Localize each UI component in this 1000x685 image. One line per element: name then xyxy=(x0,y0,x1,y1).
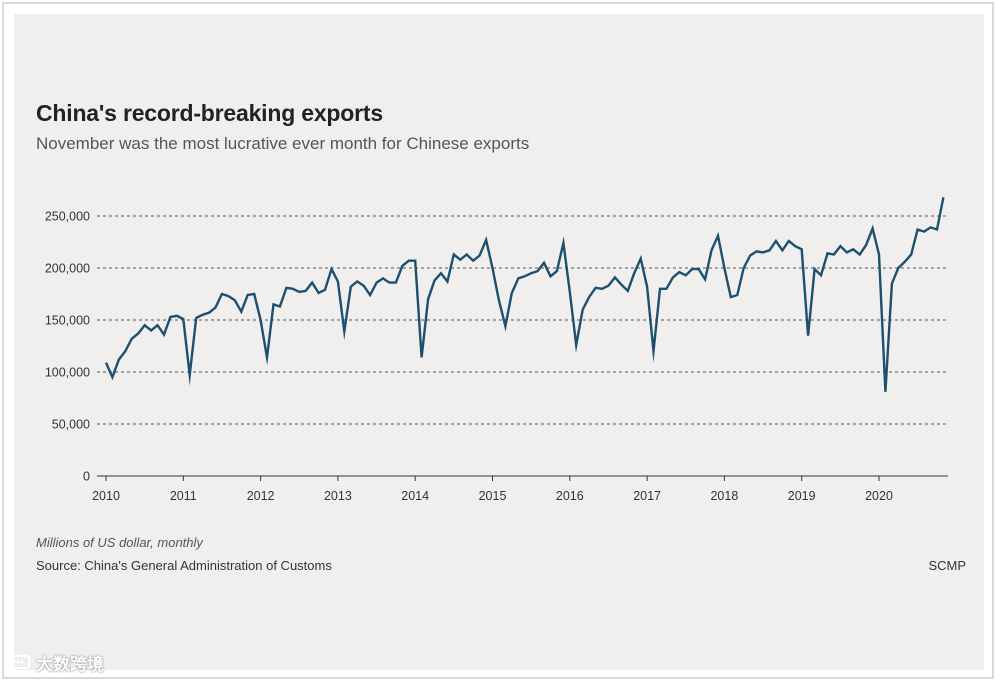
x-tick-label: 2013 xyxy=(324,489,352,503)
watermark-text: 大数跨境 xyxy=(36,655,104,674)
unit-note: Millions of US dollar, monthly xyxy=(36,535,203,550)
x-tick-label: 2020 xyxy=(865,489,893,503)
x-tick-label: 2014 xyxy=(401,489,429,503)
x-tick-label: 2011 xyxy=(170,489,197,503)
series-line-exports xyxy=(104,197,945,392)
y-tick-label: 150,000 xyxy=(45,314,90,328)
x-tick-label: 2016 xyxy=(556,489,584,503)
brand-credit: SCMP xyxy=(928,558,966,573)
x-tick-label: 2015 xyxy=(479,489,507,503)
x-tick-label: 2019 xyxy=(788,489,816,503)
series-layer xyxy=(104,197,945,392)
chart-panel xyxy=(14,14,984,670)
watermark: 大数跨境 xyxy=(6,650,104,675)
chart-subtitle: November was the most lucrative ever mon… xyxy=(36,134,530,153)
x-tick-label: 2017 xyxy=(633,489,661,503)
gridlines xyxy=(97,215,948,425)
y-tick-label: 200,000 xyxy=(45,262,90,276)
y-axis-labels: 0 50,000 100,000 150,000 200,000 250,000 xyxy=(45,210,90,484)
speech-bubble-logo-icon xyxy=(6,654,30,673)
x-tick-label: 2012 xyxy=(247,489,275,503)
y-tick-label: 250,000 xyxy=(45,210,90,224)
y-tick-label: 0 xyxy=(83,470,90,484)
source-credit: Source: China's General Administration o… xyxy=(36,558,332,573)
x-axis: 2010 2011 2012 2013 2014 2015 2016 2017 2018 2019… xyxy=(92,475,948,503)
y-tick-label: 100,000 xyxy=(45,366,90,380)
x-tick-label: 2010 xyxy=(92,489,120,503)
x-tick-label: 2018 xyxy=(710,489,738,503)
y-tick-label: 50,000 xyxy=(52,418,90,432)
chart-title: China's record-breaking exports xyxy=(36,100,383,126)
